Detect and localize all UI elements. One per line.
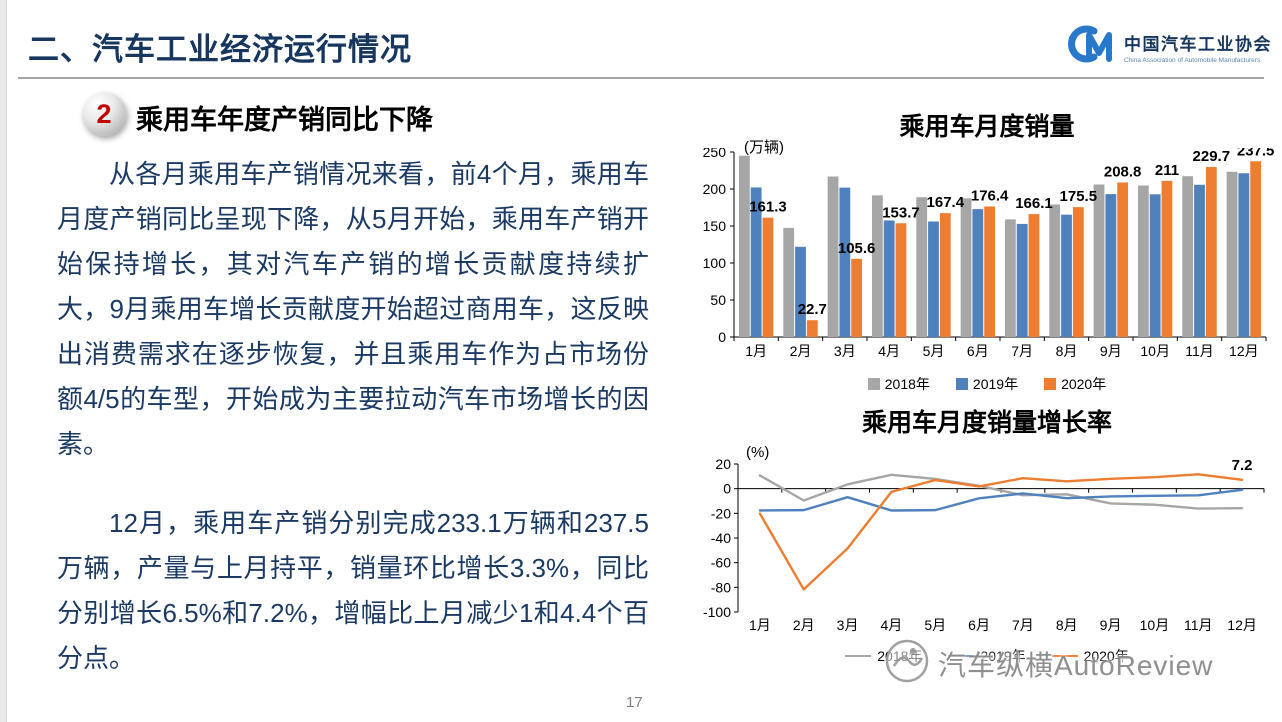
svg-text:2月: 2月 bbox=[790, 343, 812, 359]
svg-text:6月: 6月 bbox=[968, 617, 990, 633]
svg-text:167.4: 167.4 bbox=[927, 194, 965, 211]
legend-swatch-2020-icon bbox=[1044, 378, 1057, 390]
svg-text:250: 250 bbox=[703, 148, 727, 160]
svg-text:8月: 8月 bbox=[1056, 617, 1078, 633]
legend-item-2019: 2019年 bbox=[955, 374, 1019, 394]
svg-text:176.4: 176.4 bbox=[971, 187, 1009, 204]
svg-text:0: 0 bbox=[718, 329, 726, 345]
svg-text:4月: 4月 bbox=[878, 343, 900, 359]
svg-text:-40: -40 bbox=[711, 530, 731, 546]
page-number: 17 bbox=[626, 694, 643, 711]
svg-text:2月: 2月 bbox=[793, 617, 815, 633]
page-title: 二、汽车工业经济运行情况 bbox=[28, 32, 412, 67]
svg-text:9月: 9月 bbox=[1100, 343, 1122, 359]
svg-text:150: 150 bbox=[703, 218, 727, 234]
line-legend-item-2020: 2020年 bbox=[1051, 646, 1129, 666]
watermark-logo-icon bbox=[884, 638, 930, 689]
section-number-badge: 2 bbox=[82, 92, 126, 136]
body-text: 从各月乘用车产销情况来看，前4个月，乘用车月度产销同比呈现下降，从5月开始，乘用… bbox=[57, 152, 649, 681]
line-legend-label-2020: 2020年 bbox=[1083, 648, 1129, 664]
line-legend-swatch-2020-icon bbox=[1051, 655, 1078, 657]
org-name-cn: 中国汽车工业协会 bbox=[1124, 34, 1272, 54]
bar-chart: 乘用车月度销量 (万辆) 0 50 100 150 200 250 1月 2月 3月 4月 5月 6月… bbox=[698, 110, 1276, 394]
line-chart-unit-label: (%) bbox=[746, 444, 770, 461]
legend-label-2020: 2020年 bbox=[1061, 376, 1107, 392]
slide-left-edge bbox=[0, 0, 7, 722]
legend-item-2018: 2018年 bbox=[867, 374, 930, 394]
legend-swatch-2018-icon bbox=[867, 378, 880, 390]
svg-text:12月: 12月 bbox=[1227, 617, 1257, 633]
legend-swatch-2019-icon bbox=[955, 378, 968, 390]
section-heading: 乘用车年度产销同比下降 bbox=[136, 105, 433, 135]
svg-text:175.5: 175.5 bbox=[1060, 188, 1098, 205]
svg-text:105.6: 105.6 bbox=[838, 240, 876, 257]
watermark-text: 汽车纵横AutoReview bbox=[938, 649, 1214, 681]
svg-text:-60: -60 bbox=[711, 555, 731, 571]
line-legend-item-2019: 2019年 bbox=[948, 646, 1026, 666]
line-chart: 乘用车月度销量增长率 (%) 20 0 -20 -40 -60 -80 -100 1月 2月 3月… bbox=[698, 406, 1276, 666]
svg-text:11月: 11月 bbox=[1184, 617, 1213, 633]
paragraph-1: 从各月乘用车产销情况来看，前4个月，乘用车月度产销同比呈现下降，从5月开始，乘用… bbox=[57, 159, 649, 459]
line-legend-swatch-2018-icon bbox=[845, 655, 872, 657]
svg-text:7.2: 7.2 bbox=[1232, 457, 1253, 474]
caam-logo: 中国汽车工业协会 China Association of Automobile… bbox=[1059, 22, 1272, 71]
svg-text:237.5: 237.5 bbox=[1237, 148, 1275, 159]
svg-text:0: 0 bbox=[723, 481, 731, 497]
bar-chart-unit-label: (万辆) bbox=[744, 139, 784, 156]
svg-text:1月: 1月 bbox=[745, 343, 767, 359]
legend-item-2020: 2020年 bbox=[1044, 374, 1106, 394]
svg-text:12月: 12月 bbox=[1229, 343, 1259, 359]
svg-text:3月: 3月 bbox=[834, 343, 856, 359]
svg-text:153.7: 153.7 bbox=[882, 204, 920, 221]
bar-chart-title: 乘用车月度销量 bbox=[899, 113, 1075, 141]
org-name-en: China Association of Automobile Manufact… bbox=[1124, 56, 1261, 64]
svg-text:11月: 11月 bbox=[1185, 343, 1214, 359]
svg-text:5月: 5月 bbox=[924, 617, 946, 633]
svg-text:200: 200 bbox=[703, 181, 727, 197]
svg-text:1月: 1月 bbox=[749, 617, 771, 633]
title-divider bbox=[18, 77, 1264, 79]
svg-text:20: 20 bbox=[715, 456, 731, 472]
svg-text:161.3: 161.3 bbox=[749, 199, 787, 216]
legend-label-2019: 2019年 bbox=[972, 376, 1019, 392]
legend-label-2018: 2018年 bbox=[884, 376, 930, 392]
svg-text:10月: 10月 bbox=[1140, 343, 1170, 359]
svg-text:5月: 5月 bbox=[923, 343, 945, 359]
svg-text:22.7: 22.7 bbox=[798, 301, 827, 318]
svg-text:166.1: 166.1 bbox=[1015, 195, 1053, 212]
svg-text:7月: 7月 bbox=[1012, 617, 1034, 633]
svg-text:4月: 4月 bbox=[881, 617, 903, 633]
bar-chart-plot: 0 50 100 150 200 250 1月 2月 3月 4月 5月 6月 7月 8月 9月 10月 11月 1… bbox=[703, 148, 1275, 359]
paragraph-2: 12月，乘用车产销分别完成233.1万辆和237.5万辆，产量与上月持平，销量环… bbox=[57, 508, 649, 673]
bar-chart-legend: 2018年 2019年 2020年 bbox=[698, 374, 1276, 394]
section-number: 2 bbox=[96, 98, 112, 129]
svg-text:7月: 7月 bbox=[1011, 343, 1033, 359]
svg-text:-100: -100 bbox=[703, 604, 731, 620]
watermark: 汽车纵横AutoReview bbox=[884, 638, 1213, 689]
svg-text:211: 211 bbox=[1155, 162, 1179, 179]
svg-text:9月: 9月 bbox=[1100, 617, 1122, 633]
svg-text:-80: -80 bbox=[711, 579, 731, 595]
svg-text:50: 50 bbox=[710, 292, 726, 308]
svg-text:10月: 10月 bbox=[1140, 617, 1170, 633]
caam-monogram-icon bbox=[1059, 22, 1117, 71]
line-chart-plot: 20 0 -20 -40 -60 -80 -100 1月 2月 3月 4月 5月 6月 7月 8月 9月 10月… bbox=[703, 456, 1265, 633]
svg-text:6月: 6月 bbox=[967, 343, 989, 359]
svg-text:3月: 3月 bbox=[837, 617, 859, 633]
line-chart-title: 乘用车月度销量增长率 bbox=[861, 409, 1112, 437]
svg-text:-20: -20 bbox=[711, 505, 731, 521]
svg-text:208.8: 208.8 bbox=[1104, 163, 1142, 180]
line-legend-label-2019: 2019年 bbox=[980, 648, 1026, 664]
line-legend-swatch-2019-icon bbox=[948, 655, 975, 657]
svg-text:100: 100 bbox=[703, 255, 727, 271]
svg-text:8月: 8月 bbox=[1056, 343, 1078, 359]
svg-text:229.7: 229.7 bbox=[1193, 148, 1231, 165]
